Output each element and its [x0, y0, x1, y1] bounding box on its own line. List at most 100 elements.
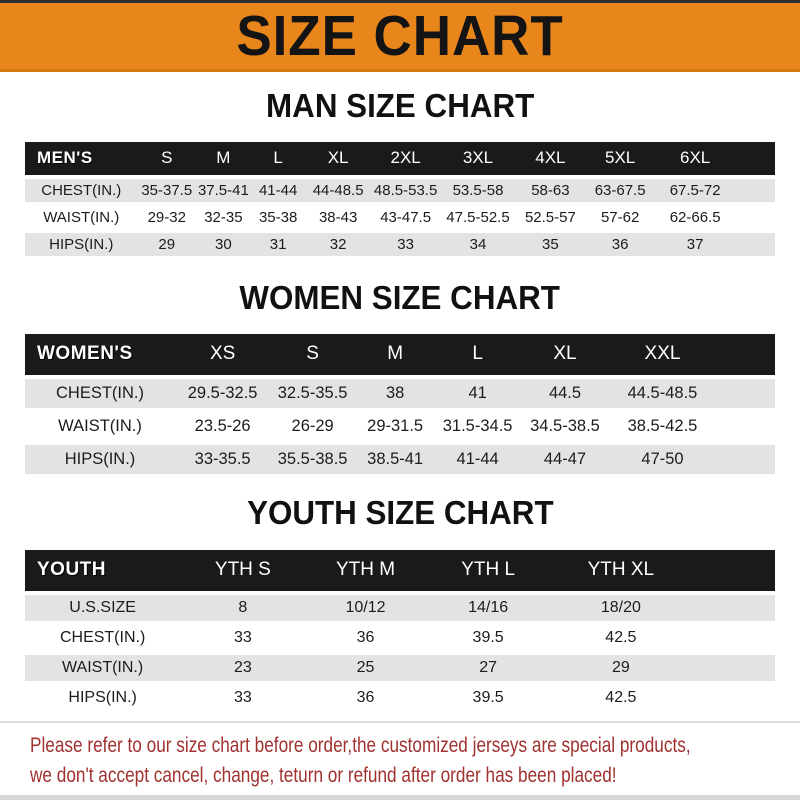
group-label: MEN'S: [25, 141, 138, 175]
header-spacer: [735, 141, 775, 175]
column-header: XL: [305, 141, 371, 175]
row-spacer: [691, 594, 775, 621]
size-value: 29.5-32.5: [175, 378, 271, 408]
column-header: YTH S: [180, 549, 306, 591]
row-label: CHEST(IN.): [25, 624, 181, 651]
header-spacer: [715, 333, 775, 375]
table-row: HIPS(IN.) 33-35.5 35.5-38.5 38.5-41 41-44 44-…: [25, 444, 775, 474]
size-value: 47.5-52.5: [440, 205, 516, 229]
size-value: 23: [180, 654, 306, 681]
size-value: 39.5: [425, 684, 551, 711]
column-header: 2XL: [370, 141, 441, 175]
size-value: 67.5-72: [655, 178, 736, 202]
size-value: 44-47: [520, 444, 610, 474]
size-value: 53.5-58: [440, 178, 516, 202]
size-value: 8: [180, 594, 306, 621]
row-label: WAIST(IN.): [25, 205, 138, 229]
column-header: M: [196, 141, 251, 175]
size-value: 34.5-38.5: [520, 411, 610, 441]
row-label: WAIST(IN.): [25, 654, 181, 681]
size-charts: MAN SIZE CHART MEN'S S M L XL 2XL 3XL 4XL 5XL 6XL C…: [0, 87, 800, 715]
youth-size-section: YOUTH SIZE CHART YOUTH YTH S YTH M YTH L YTH …: [0, 494, 800, 715]
size-value: 29: [550, 654, 691, 681]
size-value: 36: [305, 624, 426, 651]
table-header-row: WOMEN'S XS S M L XL XXL: [25, 333, 775, 375]
row-spacer: [691, 654, 775, 681]
size-value: 27: [425, 654, 551, 681]
table-row: WAIST(IN.) 23 25 27 29: [25, 654, 775, 681]
row-label: U.S.SIZE: [25, 594, 181, 621]
youth-heading-row: YOUTH SIZE CHART: [0, 494, 800, 532]
size-value: 38: [355, 378, 436, 408]
size-value: 42.5: [550, 624, 691, 651]
size-value: 30: [196, 232, 251, 256]
size-value: 44.5: [520, 378, 610, 408]
column-header: L: [250, 141, 306, 175]
size-value: 32-35: [196, 205, 251, 229]
footer-line-2: we don't accept cancel, change, teturn o…: [30, 762, 617, 787]
table-row: HIPS(IN.) 33 36 39.5 42.5: [25, 684, 775, 711]
women-size-table: WOMEN'S XS S M L XL XXL CHEST(IN.) 29.5-32.5 32.5…: [25, 330, 775, 478]
row-label: CHEST(IN.): [25, 378, 175, 408]
size-value: 44.5-48.5: [610, 378, 715, 408]
row-spacer: [691, 684, 775, 711]
women-heading-row: WOMEN SIZE CHART: [0, 279, 800, 317]
column-header: L: [435, 333, 520, 375]
column-header: 3XL: [440, 141, 516, 175]
size-value: 25: [305, 654, 426, 681]
size-value: 29-32: [137, 205, 196, 229]
table-row: WAIST(IN.) 23.5-26 26-29 29-31.5 31.5-34.5 34…: [25, 411, 775, 441]
row-label: HIPS(IN.): [25, 684, 181, 711]
column-header: 4XL: [515, 141, 586, 175]
size-value: 63-67.5: [585, 178, 655, 202]
size-value: 43-47.5: [370, 205, 441, 229]
size-value: 18/20: [550, 594, 691, 621]
row-label: HIPS(IN.): [25, 232, 138, 256]
column-header: YTH L: [425, 549, 551, 591]
youth-size-table: YOUTH YTH S YTH M YTH L YTH XL U.S.SIZE 8 10/12…: [25, 546, 775, 715]
section-heading: WOMEN SIZE CHART: [239, 278, 561, 316]
size-value: 33: [180, 624, 306, 651]
size-value: 35-37.5: [137, 178, 196, 202]
size-value: 33: [180, 684, 306, 711]
size-value: 58-63: [515, 178, 586, 202]
section-heading: MAN SIZE CHART: [265, 87, 535, 124]
size-value: 35.5-38.5: [270, 444, 355, 474]
size-value: 41-44: [435, 444, 520, 474]
table-header-row: YOUTH YTH S YTH M YTH L YTH XL: [25, 549, 775, 591]
row-spacer: [735, 178, 775, 202]
table-row: CHEST(IN.) 33 36 39.5 42.5: [25, 624, 775, 651]
bottom-strip: [0, 795, 800, 800]
size-value: 52.5-57: [515, 205, 586, 229]
footer-line-1: Please refer to our size chart before or…: [30, 732, 691, 757]
group-label: WOMEN'S: [25, 333, 175, 375]
size-value: 35-38: [250, 205, 306, 229]
header-spacer: [691, 549, 775, 591]
row-label: WAIST(IN.): [25, 411, 175, 441]
size-value: 38.5-42.5: [610, 411, 715, 441]
size-value: 38-43: [305, 205, 371, 229]
size-value: 29: [137, 232, 196, 256]
size-value: 41-44: [250, 178, 306, 202]
size-value: 32: [305, 232, 371, 256]
size-value: 47-50: [610, 444, 715, 474]
size-value: 35: [515, 232, 586, 256]
men-size-section: MAN SIZE CHART MEN'S S M L XL 2XL 3XL 4XL 5XL 6XL C…: [0, 87, 800, 260]
size-value: 33-35.5: [175, 444, 271, 474]
column-header: S: [137, 141, 196, 175]
size-value: 41: [435, 378, 520, 408]
page-title: SIZE CHART: [236, 3, 564, 68]
banner: SIZE CHART: [0, 0, 800, 72]
section-heading: YOUTH SIZE CHART: [246, 493, 554, 531]
size-value: 36: [585, 232, 655, 256]
table-row: U.S.SIZE 8 10/12 14/16 18/20: [25, 594, 775, 621]
column-header: XS: [175, 333, 271, 375]
group-label: YOUTH: [25, 549, 181, 591]
size-value: 57-62: [585, 205, 655, 229]
row-spacer: [735, 205, 775, 229]
row-spacer: [715, 378, 775, 408]
column-header: YTH XL: [550, 549, 691, 591]
row-spacer: [715, 444, 775, 474]
men-heading-row: MAN SIZE CHART: [0, 87, 800, 125]
size-value: 44-48.5: [305, 178, 371, 202]
